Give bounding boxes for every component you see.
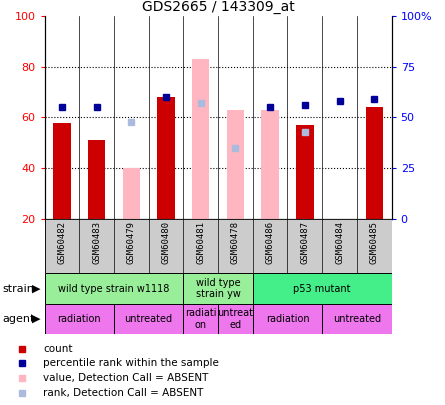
Bar — [123, 168, 140, 219]
Bar — [218, 304, 253, 334]
Text: untreat
ed: untreat ed — [218, 308, 253, 330]
Text: GSM60485: GSM60485 — [370, 222, 379, 264]
Text: rank, Detection Call = ABSENT: rank, Detection Call = ABSENT — [43, 388, 203, 398]
Text: radiation: radiation — [266, 314, 309, 324]
Bar — [53, 122, 70, 219]
Text: ▶: ▶ — [32, 284, 40, 294]
Bar — [296, 125, 314, 219]
Text: untreated: untreated — [125, 314, 173, 324]
Bar — [192, 59, 210, 219]
Bar — [262, 110, 279, 219]
Text: count: count — [43, 344, 73, 354]
Text: GSM60481: GSM60481 — [196, 222, 205, 264]
Text: wild type
strain yw: wild type strain yw — [196, 278, 240, 299]
Text: agent: agent — [2, 314, 35, 324]
Text: percentile rank within the sample: percentile rank within the sample — [43, 358, 219, 369]
Text: GSM60486: GSM60486 — [266, 222, 275, 264]
Bar — [253, 273, 392, 304]
Bar — [114, 304, 183, 334]
Text: GSM60482: GSM60482 — [57, 222, 66, 264]
Text: GSM60484: GSM60484 — [335, 222, 344, 264]
Text: radiation: radiation — [57, 314, 101, 324]
Text: radiati
on: radiati on — [185, 308, 216, 330]
Bar — [183, 304, 218, 334]
Bar — [366, 107, 383, 219]
Bar — [44, 304, 114, 334]
Text: GSM60483: GSM60483 — [92, 222, 101, 264]
Text: GSM60479: GSM60479 — [127, 222, 136, 264]
Bar — [158, 97, 175, 219]
Bar — [44, 273, 183, 304]
Text: wild type strain w1118: wild type strain w1118 — [58, 284, 170, 294]
Bar — [183, 273, 253, 304]
Text: p53 mutant: p53 mutant — [293, 284, 351, 294]
Title: GDS2665 / 143309_at: GDS2665 / 143309_at — [142, 0, 295, 14]
Bar — [227, 110, 244, 219]
Text: value, Detection Call = ABSENT: value, Detection Call = ABSENT — [43, 373, 208, 383]
Text: untreated: untreated — [333, 314, 381, 324]
Bar — [322, 304, 392, 334]
Text: strain: strain — [2, 284, 34, 294]
Bar — [88, 140, 105, 219]
Bar — [253, 304, 322, 334]
Text: ▶: ▶ — [32, 314, 40, 324]
Text: GSM60478: GSM60478 — [231, 222, 240, 264]
Text: GSM60480: GSM60480 — [162, 222, 170, 264]
Text: GSM60487: GSM60487 — [300, 222, 309, 264]
